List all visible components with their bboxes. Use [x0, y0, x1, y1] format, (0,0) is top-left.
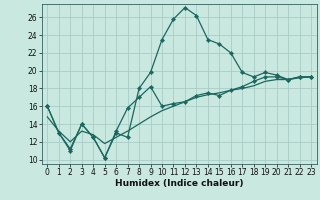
X-axis label: Humidex (Indice chaleur): Humidex (Indice chaleur): [115, 179, 244, 188]
